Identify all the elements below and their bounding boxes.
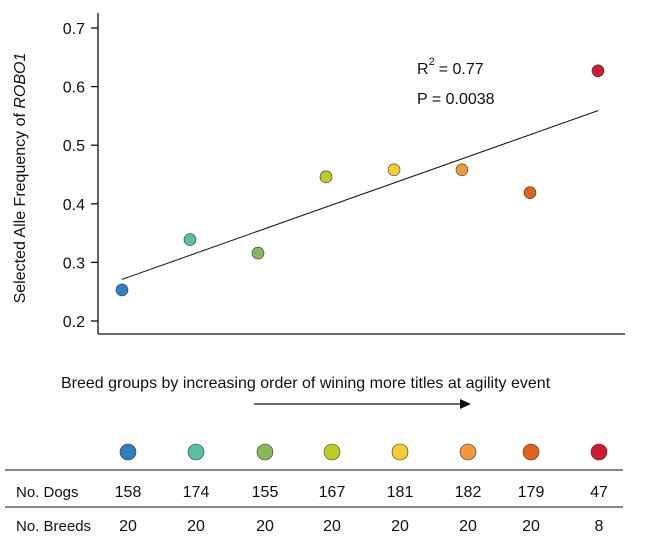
breeds-count-cell: 20	[391, 518, 409, 535]
data-point	[591, 64, 605, 78]
p-value-annotation: P = 0.0038	[417, 91, 495, 108]
y-tick-label: 0.6	[63, 80, 85, 97]
legend-dot	[256, 443, 274, 461]
dogs-count-cell: 158	[115, 484, 142, 501]
legend-dot	[522, 443, 540, 461]
dogs-count-cell: 47	[590, 484, 608, 501]
y-tick-label: 0.7	[63, 21, 85, 38]
direction-arrow-head	[460, 399, 471, 409]
data-point	[251, 246, 265, 260]
data-point	[523, 186, 537, 199]
breeds-count-cell: 20	[256, 518, 274, 535]
dogs-count-cell: 181	[387, 484, 414, 501]
trend-line	[121, 110, 599, 280]
r-squared-base: R	[417, 61, 429, 78]
r-squared-superscript: 2	[429, 56, 435, 68]
y-axis-label: Selected Alle Frequency of ROBO1	[12, 53, 29, 304]
data-point	[319, 170, 333, 184]
legend-dot	[323, 443, 341, 461]
breeds-count-cell: 20	[323, 518, 341, 535]
legend-dot	[590, 443, 608, 461]
data-point	[115, 283, 129, 297]
y-tick-label: 0.5	[63, 138, 85, 155]
dogs-count-cell: 155	[252, 484, 279, 501]
data-point	[183, 233, 197, 246]
y-axis-label-prefix: Selected Alle Frequency of	[12, 109, 29, 304]
legend-dot	[459, 443, 477, 461]
dogs-count-cell: 182	[455, 484, 482, 501]
data-point	[455, 163, 469, 177]
r-squared-annotation: R2 = 0.77	[417, 56, 484, 78]
row-label-dogs: No. Dogs	[16, 484, 79, 501]
dogs-count-cell: 179	[518, 484, 545, 501]
y-axis-label-gene: ROBO1	[12, 53, 29, 109]
color-legend-row	[119, 443, 608, 461]
breeds-row: 20 20 20 20 20 20 20 8	[119, 518, 603, 535]
breeds-count-cell: 20	[459, 518, 477, 535]
legend-dot	[187, 443, 205, 461]
x-axis-label: Breed groups by increasing order of wini…	[61, 375, 551, 392]
row-label-breeds: No. Breeds	[16, 518, 91, 535]
y-tick-label: 0.4	[63, 197, 85, 214]
dogs-count-cell: 174	[183, 484, 210, 501]
data-points	[115, 64, 605, 297]
dogs-row: 158 174 155 167 181 182 179 47	[115, 484, 608, 501]
y-ticks: 0.2 0.3 0.4 0.5 0.6 0.7	[63, 21, 98, 331]
dogs-count-cell: 167	[319, 484, 346, 501]
data-point	[387, 163, 401, 177]
breeds-count-cell: 8	[595, 518, 604, 535]
breeds-count-cell: 20	[522, 518, 540, 535]
y-tick-label: 0.3	[63, 255, 85, 272]
legend-dot	[119, 443, 137, 461]
breeds-count-cell: 20	[119, 518, 137, 535]
legend-dot	[391, 443, 409, 461]
r-squared-value: = 0.77	[439, 61, 484, 78]
y-tick-label: 0.2	[63, 314, 85, 331]
breeds-count-cell: 20	[187, 518, 205, 535]
